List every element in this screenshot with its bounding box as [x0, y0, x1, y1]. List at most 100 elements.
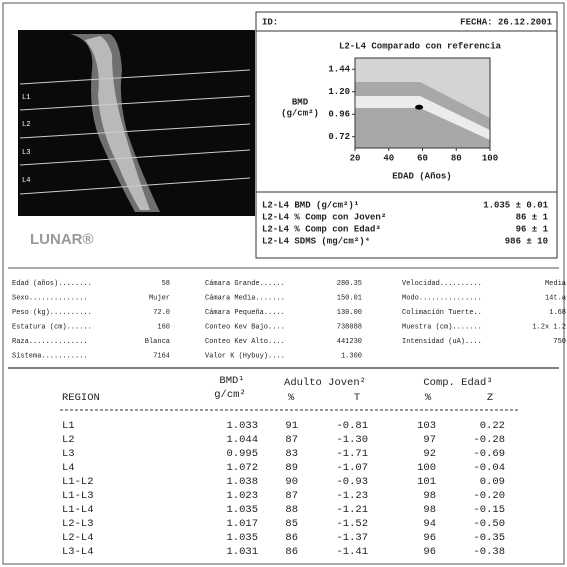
table-header: %: [288, 392, 295, 404]
info-value: Mujer: [149, 294, 170, 302]
info-label: Sistema...........: [12, 352, 88, 360]
table-cell: 91: [285, 420, 298, 432]
table-cell: 88: [285, 504, 298, 516]
info-label: Conteo Kev Bajo....: [205, 323, 285, 331]
table-cell: -1.21: [336, 504, 368, 516]
table-cell: 1.035: [226, 504, 258, 516]
region-label: L1: [62, 420, 75, 432]
table-cell: -0.93: [336, 476, 368, 488]
y-tick-label: 1.44: [328, 65, 350, 75]
table-cell: 97: [423, 434, 436, 446]
info-value: 130.00: [337, 309, 362, 317]
info-value: 58: [162, 280, 170, 288]
info-value: Media: [545, 280, 566, 288]
table-header: g/cm²: [214, 389, 246, 401]
table-cell: -1.71: [336, 448, 368, 460]
table-cell: -0.15: [473, 504, 505, 516]
table-cell: 1.017: [226, 518, 258, 530]
info-label: Edad (años)........: [12, 280, 92, 288]
region-label: L1-L4: [62, 504, 94, 516]
table-cell: 94: [423, 518, 436, 530]
x-tick-label: 80: [451, 153, 462, 163]
region-label: L4: [62, 462, 75, 474]
table-cell: 98: [423, 490, 436, 502]
table-cell: 100: [417, 462, 436, 474]
region-label: L1-L3: [62, 490, 94, 502]
info-label: Estatura (cm)......: [12, 323, 92, 331]
table-cell: 1.031: [226, 546, 258, 558]
table-cell: -1.37: [336, 532, 368, 544]
info-label: Conteo Kev Alto....: [205, 338, 285, 346]
info-label: Cámara Grande......: [205, 280, 285, 288]
table-cell: 83: [285, 448, 298, 460]
summary-label: L2-L4 BMD (g/cm²)¹: [262, 200, 359, 210]
info-value: 7164: [153, 352, 170, 360]
info-label: Cámara Pequeña.....: [205, 309, 285, 317]
x-axis-label: EDAD (Años): [392, 171, 451, 181]
info-label: Muestra (cm).......: [402, 323, 482, 331]
info-value: 738088: [337, 323, 362, 331]
chart-title: L2-L4 Comparado con referencia: [339, 41, 502, 51]
table-header: BMD¹: [219, 375, 244, 387]
info-label: Modo...............: [402, 294, 482, 302]
summary-value: 96 ± 1: [516, 224, 549, 234]
y-tick-label: 1.20: [328, 87, 350, 97]
table-cell: -0.04: [473, 462, 505, 474]
region-label: L3-L4: [62, 546, 94, 558]
summary-label: L2-L4 % Comp con Edad³: [262, 224, 381, 234]
table-cell: -1.07: [336, 462, 368, 474]
info-label: Colimación Tuerte..: [402, 309, 482, 317]
table-header: REGION: [62, 392, 100, 404]
info-value: 750: [553, 338, 566, 346]
table-cell: 1.035: [226, 532, 258, 544]
table-cell: -0.20: [473, 490, 505, 502]
info-value: 1.68: [549, 309, 566, 317]
table-cell: 89: [285, 462, 298, 474]
region-label: L2-L3: [62, 518, 94, 530]
info-value: 160: [157, 323, 170, 331]
summary-value: 986 ± 10: [505, 236, 548, 246]
y-tick-label: 0.72: [328, 132, 350, 142]
table-cell: -0.28: [473, 434, 505, 446]
info-value: 150.01: [337, 294, 362, 302]
table-cell: 86: [285, 546, 298, 558]
table-header: Z: [487, 392, 493, 404]
table-cell: 90: [285, 476, 298, 488]
report-page: L1 L2 L3 L4 LUNAR® ID: FECHA: 26.12.2001…: [0, 0, 567, 567]
vertebra-label: L4: [22, 177, 30, 185]
table-cell: 87: [285, 490, 298, 502]
x-tick-label: 20: [350, 153, 361, 163]
info-label: Sexo..............: [12, 294, 88, 302]
table-cell: -1.23: [336, 490, 368, 502]
table-cell: -1.52: [336, 518, 368, 530]
summary-label: L2-L4 % Comp con Joven²: [262, 212, 386, 222]
info-value: 1.300: [341, 352, 362, 360]
region-label: L2: [62, 434, 75, 446]
x-tick-label: 40: [383, 153, 394, 163]
info-value: 14t.a: [545, 294, 566, 302]
vertebra-label: L2: [22, 121, 30, 129]
table-cell: 98: [423, 504, 436, 516]
table-cell: -0.38: [473, 546, 505, 558]
table-cell: -0.35: [473, 532, 505, 544]
info-value: 441230: [337, 338, 362, 346]
vertebra-label: L3: [22, 149, 30, 157]
info-value: 1.2x 1.2: [532, 323, 566, 331]
table-cell: 1.072: [226, 462, 258, 474]
info-label: Peso (kg)..........: [12, 309, 92, 317]
y-axis-label: BMD: [292, 97, 309, 107]
table-cell: 87: [285, 434, 298, 446]
region-label: L2-L4: [62, 532, 94, 544]
table-cell: -0.69: [473, 448, 505, 460]
info-label: Valor K (Hybuy)....: [205, 352, 285, 360]
info-value: 280.35: [337, 280, 362, 288]
table-cell: 86: [285, 532, 298, 544]
table-cell: 92: [423, 448, 436, 460]
summary-value: 86 ± 1: [516, 212, 549, 222]
table-cell: 1.033: [226, 420, 258, 432]
patient-point: [415, 105, 423, 110]
info-value: Blanca: [145, 338, 170, 346]
region-label: L3: [62, 448, 75, 460]
y-tick-label: 0.96: [328, 110, 350, 120]
date: FECHA: 26.12.2001: [460, 17, 552, 27]
